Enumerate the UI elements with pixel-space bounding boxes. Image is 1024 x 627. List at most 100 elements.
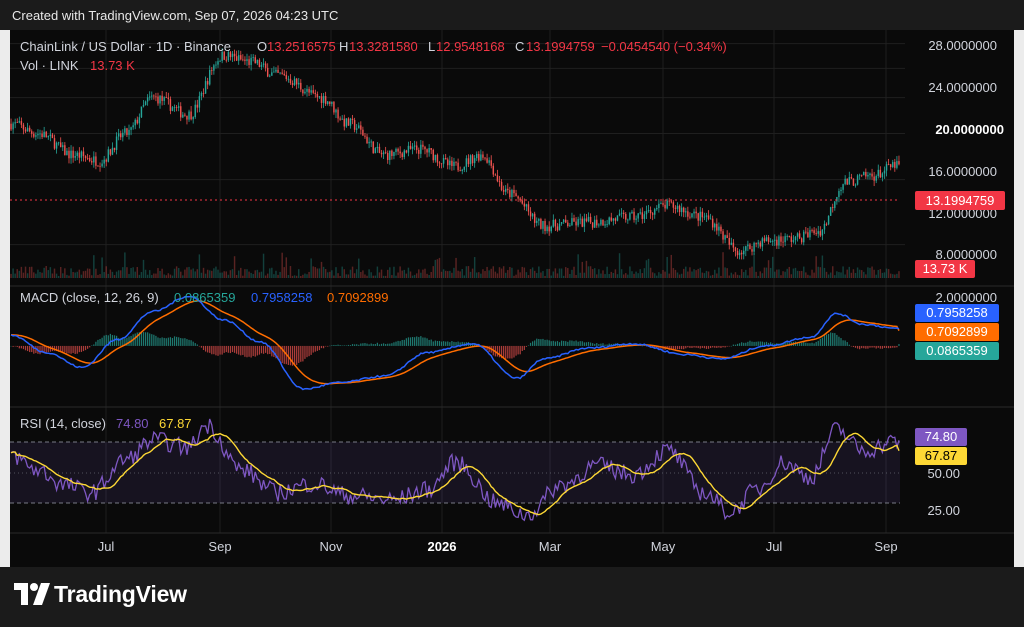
macd-hist-bar <box>718 345 720 348</box>
macd-hist-bar <box>339 345 341 346</box>
rsi-legend[interactable]: RSI (14, close) 74.80 67.87 <box>20 416 192 431</box>
macd-hist-bar <box>351 344 354 346</box>
macd-hist-bar <box>747 341 749 346</box>
volume-bar <box>892 274 894 278</box>
volume-bar <box>28 266 31 278</box>
volume-bar <box>666 256 668 278</box>
macd-hist-bar <box>749 340 751 346</box>
candle-body <box>113 147 116 150</box>
volume-bar <box>403 269 406 278</box>
macd-hist-bar <box>697 345 699 349</box>
candle-body <box>546 226 548 232</box>
candle-body <box>728 237 730 245</box>
volume-bar <box>883 272 886 278</box>
macd-hist-bar <box>542 338 544 346</box>
candle-body <box>473 158 476 164</box>
chart-area[interactable]: 28.0000000 24.0000000 20.0000000 16.0000… <box>10 30 1014 567</box>
volume-bar <box>759 271 762 278</box>
macd-hist-bar <box>699 345 701 349</box>
volume-bar <box>109 269 112 278</box>
macd-hist-bar <box>405 338 407 346</box>
macd-hist-bar <box>202 345 205 351</box>
macd-hist-bar <box>581 341 583 346</box>
macd-hist-bar <box>366 343 368 346</box>
candle-body <box>264 63 267 68</box>
volume-bar <box>246 269 248 278</box>
symbol-legend[interactable]: ChainLink / US Dollar · 1D · Binance O 1… <box>20 39 727 73</box>
volume-bar <box>496 273 499 278</box>
candle-body <box>842 184 844 190</box>
time-axis[interactable]: Jul Sep Nov 2026 Mar May Jul Sep <box>98 539 898 554</box>
volume-bar <box>790 274 793 278</box>
volume-bar <box>380 269 383 278</box>
symbol-title: ChainLink / US Dollar · 1D · Binance <box>20 39 231 54</box>
macd-hist-bar <box>45 345 47 353</box>
candle-body <box>596 219 598 226</box>
volume-bar <box>881 272 884 278</box>
macd-hist-bar <box>668 345 670 350</box>
tradingview-brand[interactable]: TradingView <box>54 581 187 607</box>
macd-hist-bar <box>753 341 755 346</box>
volume-bar <box>600 273 602 278</box>
volume-bar <box>283 267 285 278</box>
macd-hist-bar <box>422 337 424 346</box>
volume-bar <box>649 267 652 278</box>
macd-hist-bar <box>109 333 112 346</box>
macd-hist-bar <box>457 341 459 346</box>
candle-body <box>314 92 317 94</box>
volume-bar <box>49 267 52 278</box>
macd-hist-bar <box>260 345 263 354</box>
macd-hist-bar <box>128 336 130 346</box>
candle-body <box>774 239 776 241</box>
macd-hist-bar <box>459 342 461 346</box>
candle-body <box>97 165 99 167</box>
volume-bar <box>774 271 776 278</box>
volume-bar <box>829 272 832 278</box>
candle-body <box>778 236 780 246</box>
candle-body <box>716 223 718 231</box>
macd-hist-bar <box>393 342 395 346</box>
candle-body <box>275 69 277 72</box>
candle-body <box>333 101 335 113</box>
macd-hist-bar <box>289 345 292 366</box>
candle-body <box>447 159 449 166</box>
volume-bar <box>24 266 27 278</box>
macd-hist-bar <box>349 345 352 346</box>
volume-bar <box>345 274 348 278</box>
macd-hist-bar <box>267 345 269 355</box>
candle-body <box>293 78 296 85</box>
volume-bar <box>631 271 633 278</box>
macd-hist-bar <box>440 341 443 346</box>
candle-body <box>709 218 712 220</box>
candle-body <box>809 230 811 238</box>
volume-bar <box>461 269 463 278</box>
macd-hist-bar <box>18 345 20 349</box>
macd-hist-bar <box>449 342 451 346</box>
volume-bar <box>809 275 811 278</box>
macd-hist-bar <box>678 345 681 350</box>
candle-body <box>755 242 757 244</box>
macd-hist-bar <box>571 340 573 346</box>
volume-bar <box>732 274 735 278</box>
candle-body <box>322 96 325 103</box>
macd-hist-bar <box>815 341 817 346</box>
volume-bar <box>538 266 540 278</box>
volume-bar <box>484 271 486 278</box>
macd-hist-bar <box>898 344 900 346</box>
price-axis[interactable]: 28.0000000 24.0000000 20.0000000 16.0000… <box>928 38 1004 262</box>
candle-body <box>651 213 654 215</box>
candle-body <box>326 101 329 104</box>
volume-bar <box>41 272 43 278</box>
volume-bar <box>786 268 788 278</box>
volume-bar <box>670 254 673 278</box>
macd-hist-bar <box>819 338 821 346</box>
volume-bar <box>500 268 503 278</box>
volume-bar <box>527 275 530 278</box>
volume-bar <box>622 274 625 278</box>
chart-canvas[interactable]: 28.0000000 24.0000000 20.0000000 16.0000… <box>10 30 1014 567</box>
volume-bar <box>382 275 385 278</box>
candle-body <box>800 238 803 243</box>
candle-body <box>227 52 230 61</box>
volume-bar <box>146 274 149 278</box>
macd-legend[interactable]: MACD (close, 12, 26, 9) 0.0865359 0.7958… <box>20 290 388 305</box>
